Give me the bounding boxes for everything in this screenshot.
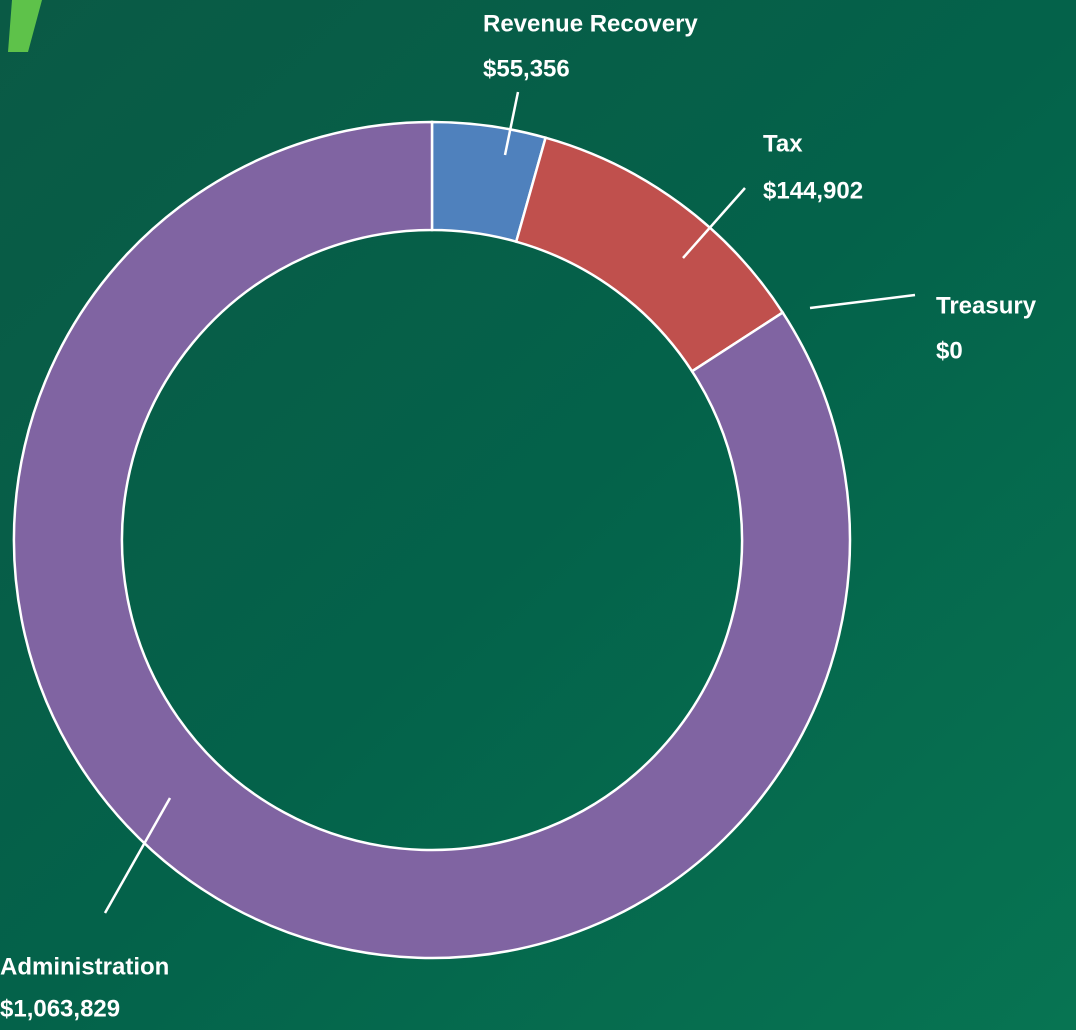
data-label-value: $144,902 xyxy=(763,177,863,204)
leader-line xyxy=(682,187,746,259)
data-label-value: $0 xyxy=(936,337,963,364)
data-label-value: $1,063,829 xyxy=(0,995,120,1022)
data-label-value: $55,356 xyxy=(483,55,570,82)
data-label-name: Tax xyxy=(763,130,803,157)
data-label-name: Administration xyxy=(0,953,169,980)
data-label-name: Revenue Recovery xyxy=(483,10,698,37)
leader-line xyxy=(503,91,520,156)
data-label-name: Treasury xyxy=(936,292,1037,319)
donut-segment xyxy=(12,120,852,960)
decoration xyxy=(8,0,42,52)
leader-line xyxy=(809,293,916,310)
leader-line xyxy=(103,797,172,914)
